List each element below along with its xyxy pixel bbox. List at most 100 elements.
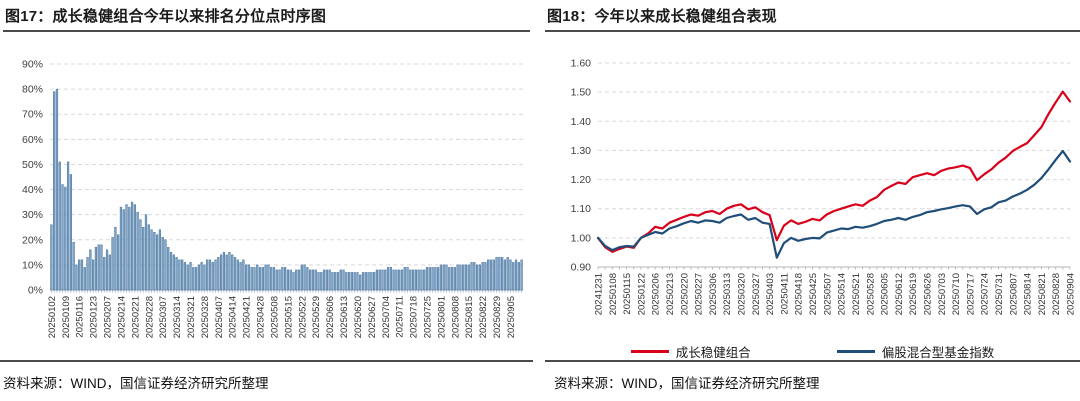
svg-text:20250808: 20250808 — [450, 296, 461, 338]
svg-text:20250414: 20250414 — [228, 296, 239, 338]
svg-text:20250522: 20250522 — [297, 296, 308, 338]
svg-text:20250627: 20250627 — [367, 296, 378, 338]
figure-18-title-rule — [545, 30, 1080, 32]
svg-text:20250407: 20250407 — [214, 296, 225, 338]
svg-text:20250711: 20250711 — [395, 296, 406, 338]
svg-text:20250306: 20250306 — [708, 273, 719, 315]
svg-text:20250123: 20250123 — [89, 296, 100, 338]
svg-text:20250731: 20250731 — [994, 273, 1005, 315]
svg-text:20250507: 20250507 — [822, 273, 833, 315]
svg-text:90%: 90% — [22, 59, 43, 71]
svg-text:1.10: 1.10 — [571, 203, 592, 215]
svg-text:20250227: 20250227 — [694, 273, 705, 315]
svg-text:20250428: 20250428 — [256, 296, 267, 338]
svg-text:20250619: 20250619 — [908, 273, 919, 315]
svg-text:20250710: 20250710 — [951, 273, 962, 315]
svg-text:20250612: 20250612 — [894, 273, 905, 315]
legend-label-0: 成长稳健组合 — [675, 346, 751, 360]
svg-text:50%: 50% — [22, 159, 43, 171]
svg-text:80%: 80% — [22, 84, 43, 96]
svg-text:1.40: 1.40 — [571, 116, 592, 128]
figure-17-title-rule — [3, 30, 530, 32]
fig17-bar-chart: 0%10%20%30%40%50%60%70%80%90%20250102 202… — [22, 59, 523, 338]
svg-text:20250828: 20250828 — [1051, 273, 1062, 315]
svg-text:0.90: 0.90 — [571, 262, 592, 274]
svg-text:20250213: 20250213 — [665, 273, 676, 315]
svg-text:20250328: 20250328 — [200, 296, 211, 338]
svg-text:20250314: 20250314 — [172, 296, 183, 338]
svg-text:20250703: 20250703 — [937, 273, 948, 315]
legend-swatch-1 — [836, 350, 875, 353]
svg-text:20250206: 20250206 — [651, 273, 662, 315]
svg-text:20250115: 20250115 — [622, 273, 633, 315]
svg-text:40%: 40% — [22, 184, 43, 196]
svg-text:20%: 20% — [22, 234, 43, 246]
figure-18: 图18：今年以来成长稳健组合表现 0.90 1.00 1.10 1.20 1.30 1.4… — [545, 6, 1080, 361]
svg-text:20250814: 20250814 — [1023, 273, 1034, 315]
svg-text:20250313: 20250313 — [722, 273, 733, 315]
svg-text:20250725: 20250725 — [423, 296, 434, 338]
svg-text:10%: 10% — [22, 259, 43, 271]
svg-text:20250228: 20250228 — [144, 296, 155, 338]
svg-text:20250620: 20250620 — [353, 296, 364, 338]
svg-text:20250320: 20250320 — [737, 273, 748, 315]
svg-text:60%: 60% — [22, 134, 43, 146]
svg-text:20250508: 20250508 — [269, 296, 280, 338]
svg-text:20250718: 20250718 — [409, 296, 420, 338]
svg-text:1.50: 1.50 — [571, 87, 592, 99]
svg-text:20250421: 20250421 — [242, 296, 253, 338]
svg-text:20250717: 20250717 — [965, 273, 976, 315]
svg-text:20250214: 20250214 — [116, 296, 127, 338]
svg-text:20250822: 20250822 — [478, 296, 489, 338]
svg-text:30%: 30% — [22, 209, 43, 221]
svg-text:20250528: 20250528 — [865, 273, 876, 315]
svg-text:20250109: 20250109 — [61, 296, 72, 338]
svg-text:20250821: 20250821 — [1037, 273, 1048, 315]
svg-text:20250307: 20250307 — [158, 296, 169, 338]
svg-text:20250327: 20250327 — [751, 273, 762, 315]
svg-text:20250521: 20250521 — [851, 273, 862, 315]
svg-text:20250207: 20250207 — [103, 296, 114, 338]
svg-text:20250613: 20250613 — [339, 296, 350, 338]
svg-text:20250220: 20250220 — [679, 273, 690, 315]
svg-text:20250411: 20250411 — [779, 273, 790, 315]
figure-17-source: 资料来源：WIND，国信证券经济研究所整理 — [0, 360, 533, 392]
svg-text:1.30: 1.30 — [571, 145, 592, 157]
svg-text:20250815: 20250815 — [464, 296, 475, 338]
svg-text:20250829: 20250829 — [492, 296, 503, 338]
svg-text:1.60: 1.60 — [571, 58, 592, 70]
svg-text:20250108: 20250108 — [608, 273, 619, 315]
svg-text:20250321: 20250321 — [186, 296, 197, 338]
svg-text:20241231: 20241231 — [594, 273, 605, 315]
fig18-legend: 成长稳健组合 偏股混合型基金指数 — [545, 342, 1080, 361]
svg-text:20250626: 20250626 — [922, 273, 933, 315]
legend-swatch-0 — [630, 350, 669, 353]
svg-text:20250514: 20250514 — [837, 273, 848, 315]
fig18-line-chart: 0.90 1.00 1.10 1.20 1.30 1.40 1.50 1.60 20241231… — [571, 58, 1077, 316]
svg-text:20250905: 20250905 — [506, 296, 517, 338]
svg-text:20250515: 20250515 — [283, 296, 294, 338]
svg-text:20250418: 20250418 — [794, 273, 805, 315]
svg-text:20250529: 20250529 — [311, 296, 322, 338]
svg-text:20250116: 20250116 — [75, 296, 86, 338]
svg-text:20250425: 20250425 — [808, 273, 819, 315]
svg-text:20250904: 20250904 — [1066, 273, 1077, 315]
svg-text:20250807: 20250807 — [1008, 273, 1019, 315]
legend-item-1: 偏股混合型基金指数 — [836, 342, 995, 361]
svg-text:1.20: 1.20 — [571, 174, 592, 186]
svg-text:20250704: 20250704 — [381, 296, 392, 338]
svg-text:20250221: 20250221 — [130, 296, 141, 338]
figure-18-source: 资料来源：WIND，国信证券经济研究所整理 — [545, 360, 1080, 392]
figure-17: 图17：成长稳健组合今年以来排名分位点时序图 0% 10% 20% 30% 40% 50%… — [3, 6, 530, 356]
legend-item-0: 成长稳健组合 — [630, 342, 751, 361]
svg-text:20250605: 20250605 — [880, 273, 891, 315]
svg-text:70%: 70% — [22, 109, 43, 121]
svg-text:20250724: 20250724 — [980, 273, 991, 315]
figure-18-title: 图18：今年以来成长稳健组合表现 — [547, 8, 777, 25]
svg-text:20250102: 20250102 — [47, 296, 58, 338]
legend-label-1: 偏股混合型基金指数 — [881, 346, 995, 360]
svg-text:20250122: 20250122 — [636, 273, 647, 315]
svg-text:0%: 0% — [28, 285, 43, 297]
svg-text:1.00: 1.00 — [571, 232, 592, 244]
